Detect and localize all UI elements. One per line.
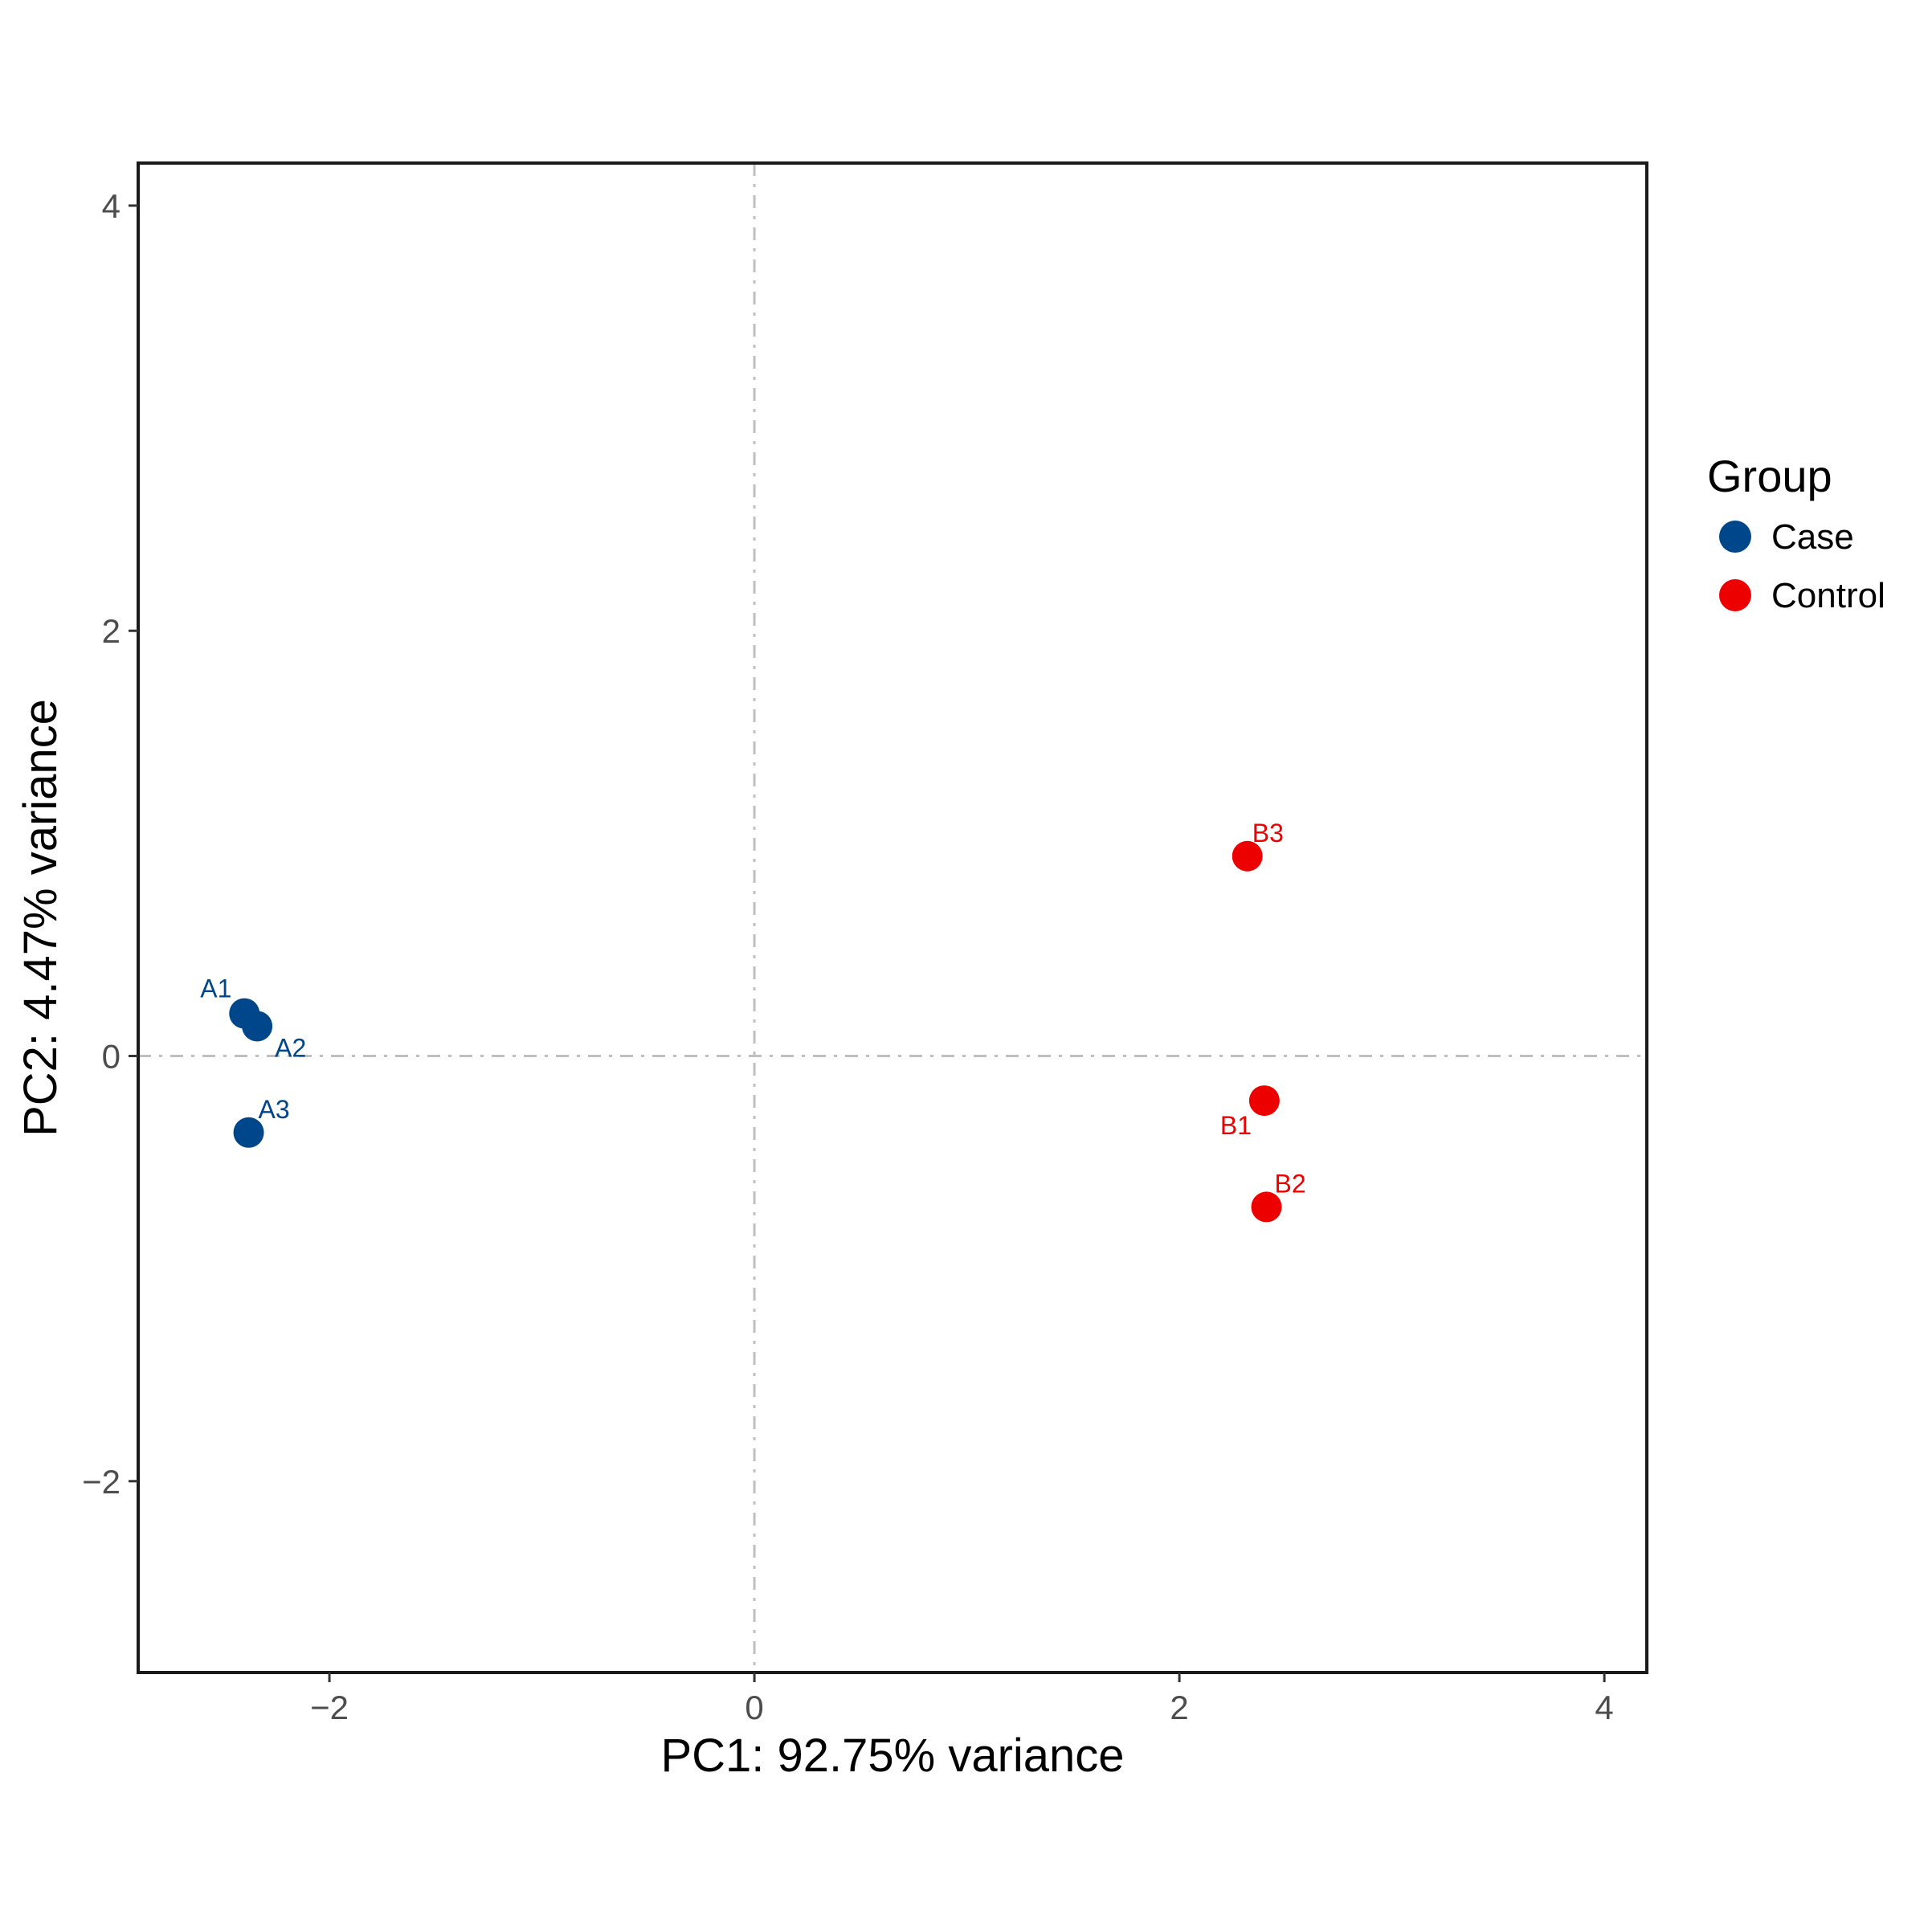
y-axis-title: PC2: 4.47% variance bbox=[14, 699, 67, 1137]
point-label-a1: A1 bbox=[200, 974, 231, 1003]
legend-entries: Case Control bbox=[1719, 517, 1885, 615]
point-label-b2: B2 bbox=[1275, 1169, 1306, 1198]
legend: Group Case Control bbox=[1707, 451, 1885, 615]
y-axis-ticks: −2 0 2 4 bbox=[82, 187, 138, 1501]
reference-lines bbox=[138, 163, 1647, 1673]
x-axis-ticks: −2 0 2 4 bbox=[310, 1673, 1614, 1726]
point-label-a3: A3 bbox=[259, 1095, 290, 1124]
point-labels: A1 A2 A3 B1 B2 B3 bbox=[200, 819, 1305, 1199]
point-label-a2: A2 bbox=[275, 1033, 306, 1062]
data-point-b1 bbox=[1248, 1085, 1280, 1117]
x-axis-title: PC1: 92.75% variance bbox=[660, 1730, 1124, 1782]
y-tick-label: −2 bbox=[82, 1463, 120, 1501]
x-tick-label: 4 bbox=[1595, 1689, 1613, 1726]
data-point-a3 bbox=[233, 1117, 264, 1148]
legend-key-control bbox=[1719, 579, 1751, 611]
legend-label-control: Control bbox=[1771, 576, 1885, 615]
legend-key-case bbox=[1719, 521, 1751, 553]
y-tick-label: 4 bbox=[102, 187, 120, 225]
point-label-b1: B1 bbox=[1220, 1111, 1252, 1140]
y-tick-label: 0 bbox=[102, 1038, 120, 1076]
point-label-b3: B3 bbox=[1252, 819, 1284, 848]
x-tick-label: 0 bbox=[745, 1689, 763, 1726]
x-tick-label: −2 bbox=[310, 1689, 349, 1726]
data-point-a2 bbox=[242, 1011, 273, 1042]
legend-title: Group bbox=[1707, 451, 1832, 501]
y-tick-label: 2 bbox=[102, 612, 120, 650]
data-point-b3 bbox=[1232, 840, 1263, 872]
x-tick-label: 2 bbox=[1170, 1689, 1188, 1726]
data-point-b2 bbox=[1251, 1191, 1282, 1223]
legend-label-case: Case bbox=[1771, 517, 1854, 557]
data-points bbox=[229, 840, 1282, 1223]
plot-panel-border bbox=[137, 161, 1648, 1674]
